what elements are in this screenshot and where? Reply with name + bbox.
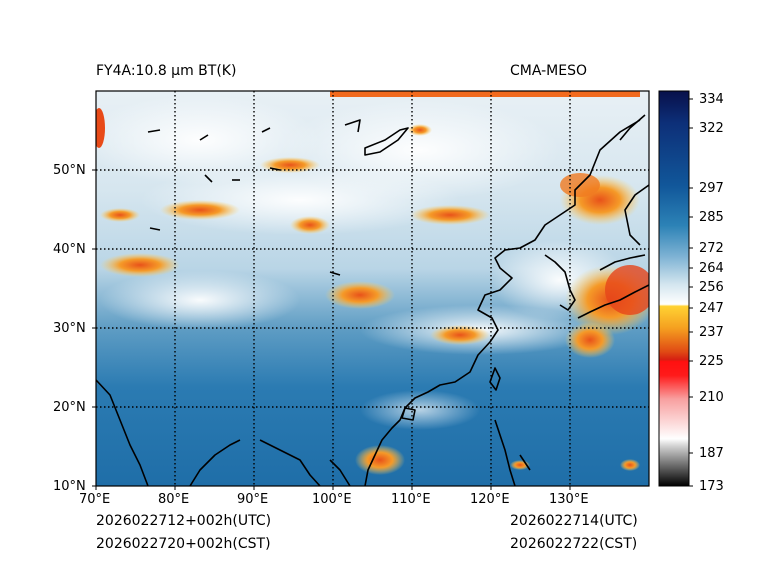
colorbar [658,90,693,487]
colorbar-label: 256 [699,280,724,295]
lat-label: 50°N [53,163,86,178]
colorbar-label: 264 [699,261,724,276]
colorbar-label: 322 [699,121,724,136]
init-time-cst: 2026022720+002h(CST) [96,536,271,552]
colorbar-label: 247 [699,301,724,316]
lat-label: 30°N [53,321,86,336]
lon-label: 120°E [470,492,510,507]
graticule [96,91,649,486]
map-frame [95,90,650,487]
valid-time-cst: 2026022722(CST) [510,536,638,552]
lat-label: 10°N [53,479,86,494]
lon-label: 100°E [312,492,352,507]
lon-label: 80°E [158,492,190,507]
lat-label: 20°N [53,400,86,415]
colorbar-label: 173 [699,479,724,494]
axis-ticks [92,169,571,490]
colorbar-label: 210 [699,390,724,405]
lon-label: 110°E [391,492,431,507]
colorbar-label: 187 [699,446,724,461]
lon-label: 70°E [79,492,111,507]
colorbar-label: 237 [699,325,724,340]
colorbar-label: 225 [699,354,724,369]
map-title-left: FY4A:10.8 μm BT(K) [96,63,237,79]
valid-time-utc: 2026022714(UTC) [510,513,638,529]
lon-label: 90°E [237,492,269,507]
colorbar-label: 272 [699,241,724,256]
colorbar-label: 334 [699,92,724,107]
colorbar-label: 297 [699,181,724,196]
init-time-utc: 2026022712+002h(UTC) [96,513,272,529]
map-title-right: CMA-MESO [510,63,588,79]
colorbar-label: 285 [699,210,724,225]
lat-label: 40°N [53,242,86,257]
satellite-image [96,91,649,486]
lon-label: 130°E [549,492,589,507]
